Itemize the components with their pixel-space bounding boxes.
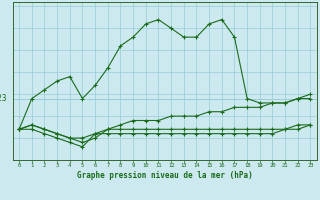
Text: 1023: 1023: [0, 94, 7, 103]
X-axis label: Graphe pression niveau de la mer (hPa): Graphe pression niveau de la mer (hPa): [77, 171, 253, 180]
